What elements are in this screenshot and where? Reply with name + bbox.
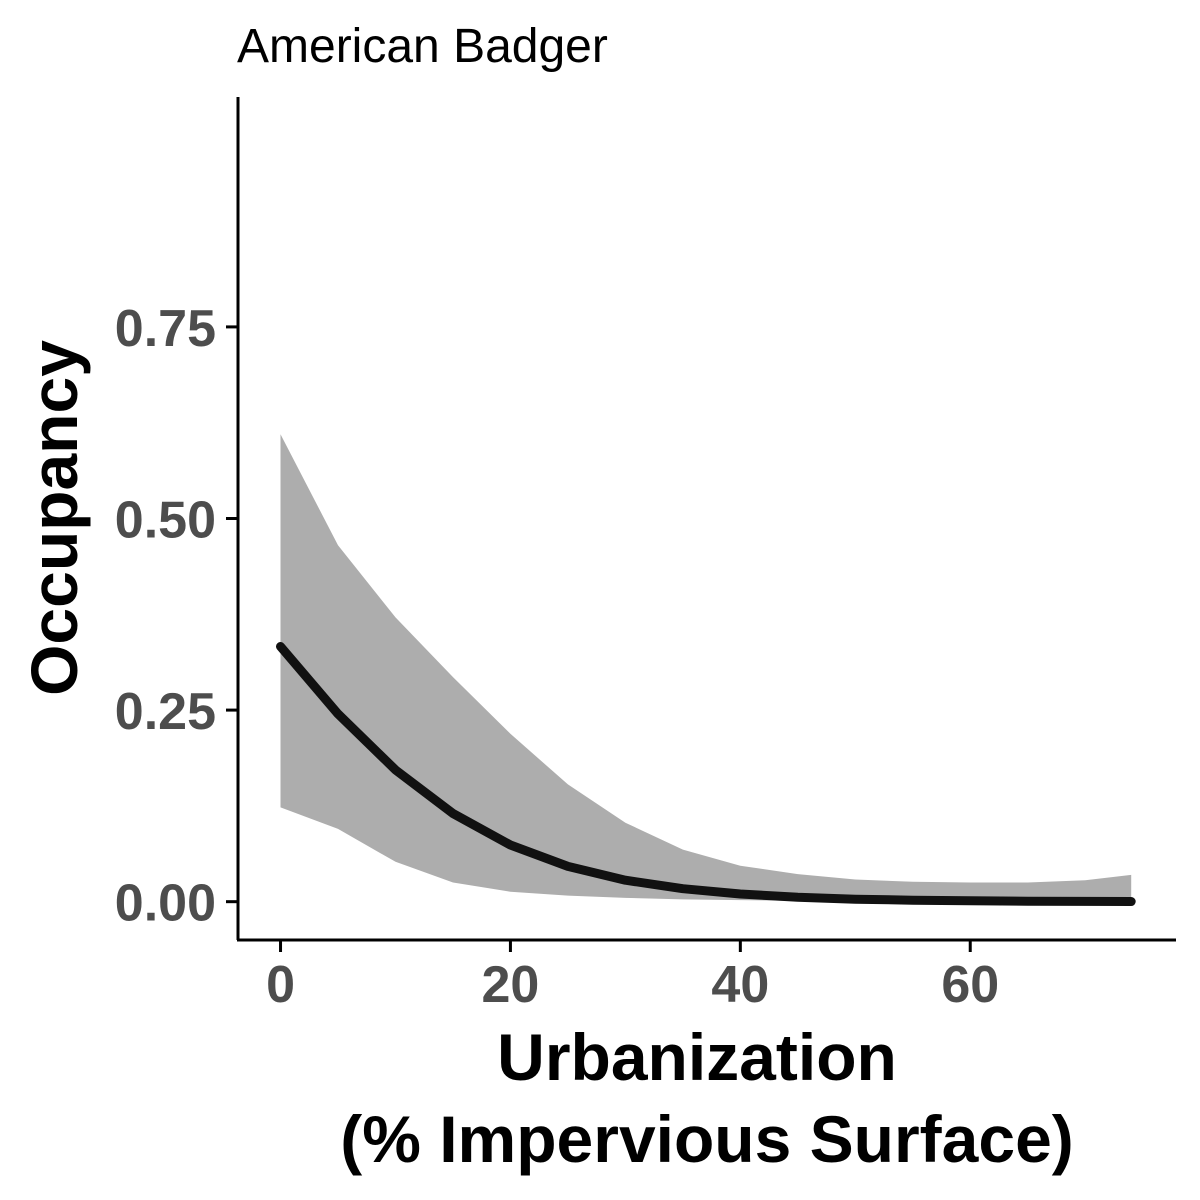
plot-area <box>276 434 1136 906</box>
x-tick-label: 60 <box>941 956 999 1014</box>
y-tick-label: 0.75 <box>115 300 216 358</box>
chart-title: American Badger <box>237 20 608 73</box>
x-axis-title-line-2: (% Impervious Surface) <box>340 1102 1074 1176</box>
y-axis-ticks: 0.00 0.25 0.50 0.75 <box>115 300 238 933</box>
x-tick-label: 40 <box>711 956 769 1014</box>
x-tick-label: 0 <box>266 956 295 1014</box>
x-tick-label: 20 <box>482 956 540 1014</box>
confidence-ribbon <box>280 434 1132 902</box>
y-tick-label: 0.50 <box>115 492 216 550</box>
x-axis-ticks: 0 20 40 60 <box>266 940 999 1014</box>
y-axis-title: Occupancy <box>17 340 91 696</box>
y-tick-label: 0.25 <box>115 683 216 741</box>
occupancy-line <box>276 642 1136 906</box>
x-axis-title-line-1: Urbanization <box>497 1020 897 1094</box>
y-tick-label: 0.00 <box>115 875 216 933</box>
